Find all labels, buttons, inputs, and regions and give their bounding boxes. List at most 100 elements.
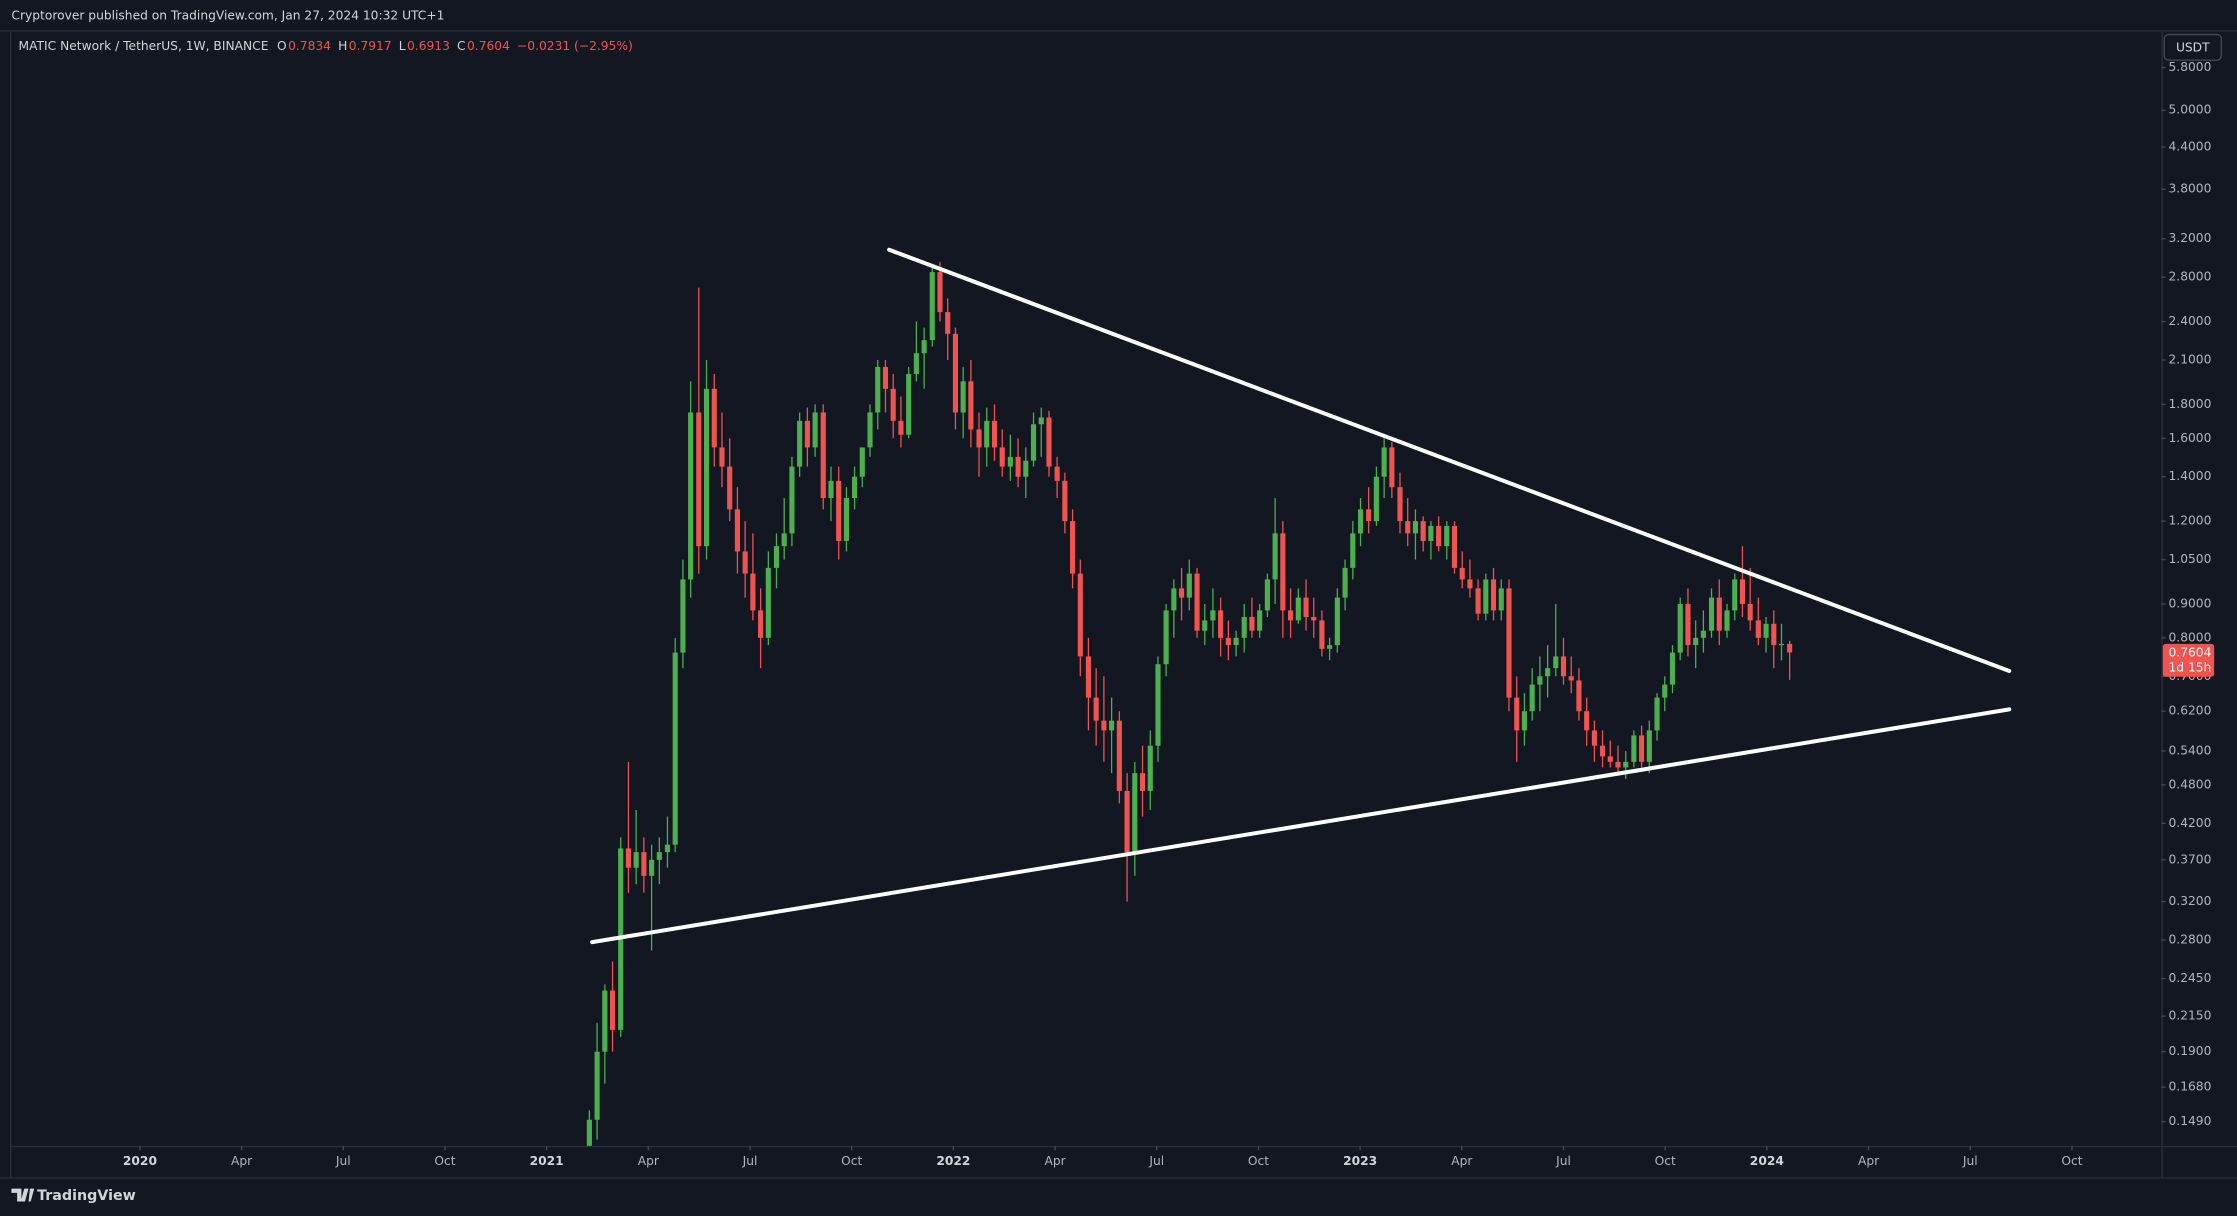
candle-body	[1202, 620, 1208, 631]
candle-body	[1007, 456, 1013, 467]
y-tick-label: 0.8000	[2169, 630, 2212, 644]
candle-body	[1669, 652, 1676, 685]
candle-body	[1132, 773, 1138, 853]
legend: MATIC Network / TetherUS, 1W, BINANCE O 0.…	[19, 39, 633, 53]
candle-body	[890, 388, 896, 421]
candle-body	[1537, 676, 1543, 685]
brand: TradingView	[37, 1188, 136, 1204]
candle-body	[1708, 597, 1715, 631]
candle-body	[1225, 637, 1231, 646]
candle-body	[797, 420, 803, 467]
y-tick-label: 0.6200	[2169, 704, 2212, 718]
candle-body	[1771, 623, 1777, 646]
candle-body	[913, 353, 919, 375]
ohlc-label: L	[399, 39, 406, 53]
candle-body	[664, 844, 671, 853]
candle-body	[960, 381, 966, 413]
y-tick-label: 4.4000	[2169, 140, 2212, 154]
candle-body	[1716, 597, 1722, 631]
x-tick-label: Jul	[335, 1154, 351, 1168]
y-tick-label: 0.4800	[2169, 777, 2212, 791]
candle-body	[1366, 509, 1372, 522]
candle-body	[1303, 597, 1309, 618]
candle-body	[1514, 697, 1520, 731]
ohlc-value: 0.7917	[349, 39, 392, 53]
price-axis: 5.8000 5.0000 4.4000 3.8000 3.2000 2.8000 2.40…	[2161, 60, 2215, 1128]
x-tick-label: Apr	[638, 1154, 660, 1168]
x-tick-label: Oct	[2061, 1154, 2082, 1168]
candle-body	[1186, 573, 1192, 598]
y-tick-label: 3.8000	[2169, 182, 2212, 196]
candle-body	[1233, 637, 1239, 646]
candle-body	[1654, 697, 1660, 731]
candle-body	[1755, 620, 1761, 638]
y-tick-label: 0.3700	[2169, 852, 2212, 866]
currency-box[interactable]	[2163, 33, 2223, 61]
candle-body	[1451, 525, 1458, 568]
candle-body	[1139, 773, 1146, 791]
candle-body	[1210, 610, 1216, 621]
candle-body	[625, 848, 631, 868]
candle-body	[1327, 645, 1333, 649]
candle-body	[1436, 525, 1442, 547]
currency[interactable]: USDT	[2176, 41, 2210, 55]
ohlc-value: 0.7604	[467, 39, 510, 53]
candle-body	[952, 333, 959, 413]
candle-body	[641, 852, 647, 876]
candle-body	[750, 573, 756, 611]
candle-body	[1599, 745, 1606, 757]
candle-body	[602, 990, 608, 1052]
candle-body	[758, 610, 764, 638]
candle-body	[804, 420, 810, 448]
candle-body	[906, 374, 912, 435]
change: −0.0231 (−2.95%)	[517, 39, 633, 53]
candle-body	[1070, 521, 1076, 574]
candle-body	[1280, 533, 1286, 611]
candle-body	[1467, 579, 1473, 589]
candle-body	[789, 466, 795, 534]
candle-body	[1147, 745, 1153, 791]
y-tick-label: 0.3200	[2169, 894, 2212, 908]
candle-body	[649, 859, 655, 876]
candle-body	[1412, 521, 1419, 534]
ohlc-value: 0.7834	[288, 39, 331, 53]
x-tick-label: 2022	[936, 1154, 970, 1168]
candle-body	[1054, 466, 1060, 481]
y-tick-label: 1.0500	[2169, 552, 2212, 566]
x-tick-label: Apr	[1451, 1154, 1473, 1168]
candle-body	[742, 551, 748, 574]
candle-body	[734, 509, 740, 552]
x-tick-label: Jul	[1962, 1154, 1978, 1168]
y-tick-label: 0.9000	[2169, 596, 2212, 610]
candle-body	[727, 466, 733, 510]
y-tick-label: 1.4000	[2169, 469, 2212, 483]
candle-body	[1428, 525, 1434, 541]
candle-body	[945, 312, 951, 334]
candle-body	[1490, 579, 1497, 611]
x-tick-label: Oct	[434, 1154, 455, 1168]
candle-body	[1568, 676, 1574, 681]
y-tick-label: 0.2150	[2169, 1009, 2212, 1023]
candle-body	[851, 476, 858, 499]
candle-body	[765, 567, 771, 638]
candle-body	[1521, 711, 1528, 731]
y-tick-label: 0.2800	[2169, 933, 2212, 947]
candle-body	[1545, 668, 1551, 677]
candle-body	[1093, 697, 1099, 721]
y-tick-label: 5.0000	[2169, 103, 2212, 117]
x-tick-label: 2021	[530, 1154, 564, 1168]
candle-body	[1062, 480, 1068, 522]
candle-body	[1420, 521, 1426, 541]
candle-body	[999, 447, 1005, 467]
publisher: Cryptorover published on TradingView.com…	[11, 8, 444, 22]
candle-body	[1724, 610, 1730, 631]
candle-body	[1397, 487, 1403, 522]
ohlc-value: 0.6913	[407, 39, 450, 53]
x-tick-label: Oct	[1655, 1154, 1676, 1168]
candle-body	[1334, 597, 1340, 646]
candle-body	[1553, 656, 1559, 669]
x-tick-label: 2023	[1343, 1154, 1377, 1168]
x-tick-label: 2024	[1750, 1154, 1784, 1168]
candle-body	[1506, 588, 1512, 698]
x-tick-label: Jul	[1148, 1154, 1164, 1168]
